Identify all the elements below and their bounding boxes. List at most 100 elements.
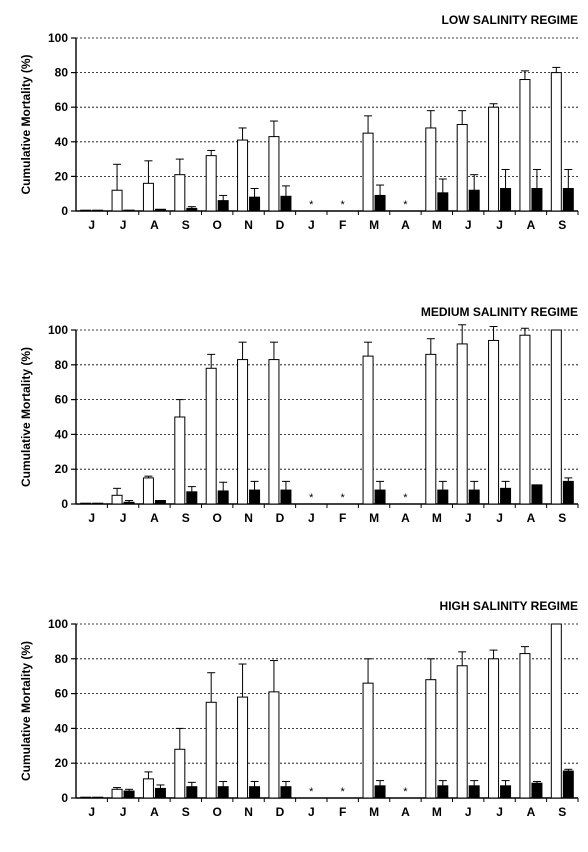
y-tick-label: 40	[55, 721, 69, 735]
x-tick-label: S	[182, 805, 190, 819]
filled-bar	[249, 786, 261, 799]
open-bar	[268, 136, 280, 212]
open-bar	[237, 359, 249, 505]
x-tick-label: J	[496, 805, 503, 819]
filled-bar	[531, 188, 543, 212]
filled-bar	[500, 785, 512, 799]
filled-bar	[123, 209, 135, 212]
filled-bar	[562, 188, 574, 212]
filled-bar	[154, 787, 166, 799]
open-bar	[362, 355, 374, 505]
missing-data-marker: *	[341, 199, 346, 211]
missing-data-marker: *	[403, 492, 408, 504]
x-tick-label: M	[432, 218, 442, 232]
filled-bar	[468, 489, 480, 505]
open-bar	[80, 796, 92, 799]
open-bar	[425, 353, 437, 505]
open-bar	[111, 494, 123, 505]
filled-bar	[186, 786, 198, 799]
open-bar	[142, 778, 154, 799]
filled-bar	[249, 196, 261, 212]
open-bar	[174, 174, 186, 212]
filled-bar	[437, 785, 449, 799]
x-tick-label: A	[150, 511, 159, 525]
x-tick-label: J	[120, 218, 127, 232]
open-bar	[488, 339, 500, 505]
x-tick-label: A	[527, 805, 536, 819]
panel-title: MEDIUM SALINITY REGIME	[421, 305, 578, 319]
open-bar	[268, 691, 280, 799]
filled-bar	[500, 487, 512, 505]
x-tick-label: J	[88, 805, 95, 819]
x-tick-label: D	[276, 218, 285, 232]
y-tick-label: 100	[48, 617, 68, 631]
open-bar	[205, 155, 217, 212]
x-tick-label: M	[369, 218, 379, 232]
open-bar	[425, 127, 437, 212]
x-tick-label: A	[527, 511, 536, 525]
missing-data-marker: *	[309, 492, 314, 504]
x-tick-label: O	[213, 805, 222, 819]
x-tick-label: M	[369, 511, 379, 525]
x-tick-label: J	[465, 805, 472, 819]
filled-bar	[154, 500, 166, 505]
filled-bar	[374, 785, 386, 799]
high-salinity-panel: HIGH SALINITY REGIME Cumulative Mortality…	[19, 599, 579, 819]
filled-bar	[468, 785, 480, 799]
x-tick-label: S	[558, 218, 566, 232]
open-bar	[80, 209, 92, 212]
x-tick-label: J	[120, 805, 127, 819]
filled-bar	[186, 207, 198, 212]
x-tick-label: O	[213, 511, 222, 525]
x-tick-label: J	[465, 511, 472, 525]
open-bar	[111, 189, 123, 212]
x-tick-label: F	[339, 218, 346, 232]
missing-data-marker: *	[341, 492, 346, 504]
open-bar	[550, 329, 562, 505]
x-tick-label: J	[308, 805, 315, 819]
filled-bar	[562, 770, 574, 799]
x-tick-label: A	[401, 218, 410, 232]
y-tick-label: 20	[55, 169, 69, 183]
x-tick-label: J	[496, 511, 503, 525]
x-tick-label: S	[558, 805, 566, 819]
open-bar	[80, 502, 92, 505]
open-bar	[174, 748, 186, 799]
x-tick-label: J	[308, 511, 315, 525]
x-tick-label: A	[401, 511, 410, 525]
filled-bar	[437, 489, 449, 505]
open-bar	[362, 132, 374, 212]
x-tick-label: J	[120, 511, 127, 525]
x-tick-label: S	[182, 218, 190, 232]
missing-data-marker: *	[403, 786, 408, 798]
y-axis-label: Cumulative Mortality (%)	[19, 54, 33, 194]
open-bar	[456, 124, 468, 212]
filled-bar	[92, 502, 104, 505]
open-bar	[237, 139, 249, 212]
medium-salinity-panel: MEDIUM SALINITY REGIME Cumulative Mortali…	[19, 305, 579, 525]
y-tick-label: 100	[48, 31, 68, 45]
filled-bar	[280, 786, 292, 799]
filled-bar	[123, 501, 135, 505]
filled-bar	[280, 195, 292, 212]
x-tick-label: M	[432, 805, 442, 819]
open-bar	[268, 359, 280, 505]
x-tick-label: S	[182, 511, 190, 525]
x-tick-label: J	[88, 511, 95, 525]
filled-bar	[562, 480, 574, 505]
x-tick-label: M	[369, 805, 379, 819]
y-tick-label: 80	[55, 358, 69, 372]
y-tick-label: 0	[61, 791, 68, 805]
open-bar	[425, 679, 437, 799]
open-bar	[111, 788, 123, 799]
filled-bar	[468, 189, 480, 212]
missing-data-marker: *	[403, 199, 408, 211]
y-tick-label: 40	[55, 135, 69, 149]
x-tick-label: N	[244, 218, 253, 232]
filled-bar	[217, 490, 229, 505]
y-tick-label: 100	[48, 323, 68, 337]
open-bar	[456, 343, 468, 505]
filled-bar	[217, 200, 229, 212]
x-tick-label: J	[308, 218, 315, 232]
